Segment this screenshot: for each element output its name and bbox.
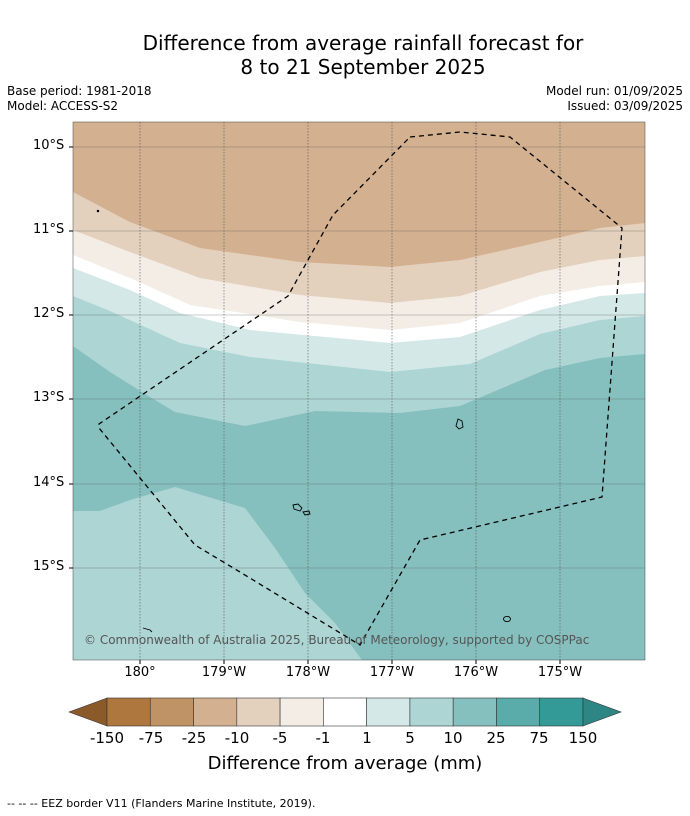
lat-label-12s: 12°S	[33, 306, 65, 321]
colorbar-swatch	[279, 697, 324, 727]
band-5-to-10-south	[73, 487, 362, 660]
title-line-2: 8 to 21 September 2025	[240, 55, 486, 79]
island-cluster-west	[292, 503, 303, 512]
copyright-notice: © Commonwealth of Australia 2025, Bureau…	[84, 633, 590, 647]
base-period: Base period: 1981-2018	[7, 84, 152, 98]
lon-label-178w: 178°W	[285, 665, 331, 680]
grid-lines	[73, 122, 645, 660]
colorbar-swatch	[539, 697, 584, 727]
lat-label-15s: 15°S	[33, 559, 65, 574]
title-line-1: Difference from average rainfall forecas…	[142, 31, 584, 55]
colorbar-swatch	[323, 697, 367, 727]
lon-label-176w: 176°W	[453, 665, 499, 680]
colorbar-label: -150	[89, 729, 125, 747]
lat-label-14s: 14°S	[33, 475, 65, 490]
colorbar-label: 10	[443, 729, 463, 747]
colorbar-swatch	[193, 697, 238, 727]
colorbar-swatch	[149, 697, 194, 727]
island-northwest	[96, 209, 100, 213]
colorbar-swatch	[236, 697, 281, 727]
colorbar-label: -25	[181, 729, 207, 747]
colorbar-swatch	[409, 697, 454, 727]
colorbar	[68, 697, 622, 727]
colorbar-label: 25	[486, 729, 506, 747]
meta-right: Model run: 01/09/2025 Issued: 03/09/2025	[546, 84, 683, 114]
model-run: Model run: 01/09/2025	[545, 84, 683, 98]
colorbar-title: Difference from average (mm)	[207, 753, 483, 774]
lon-label-180: 180°	[124, 665, 156, 680]
map-border	[72, 121, 646, 661]
colorbar-label: -5	[272, 729, 288, 747]
colorbar-label: 5	[405, 729, 415, 747]
colorbar-swatch	[496, 697, 541, 727]
eez-border	[98, 131, 623, 646]
lon-label-179w: 179°W	[201, 665, 247, 680]
island-southwest	[142, 627, 153, 633]
lon-label-175w: 175°W	[537, 665, 583, 680]
colorbar-label: -75	[138, 729, 164, 747]
lat-label-13s: 13°S	[33, 390, 65, 405]
map-title: Difference from average rainfall forecas…	[0, 31, 690, 79]
colorbar-label: 1	[362, 729, 372, 747]
colorbar-swatch	[452, 697, 497, 727]
colorbar-arrow-high	[582, 697, 622, 727]
island-cluster-west-small	[302, 510, 311, 516]
lon-label-177w: 177°W	[369, 665, 415, 680]
colorbar-arrow-low	[68, 697, 108, 727]
issued-date: Issued: 03/09/2025	[567, 99, 683, 113]
colorbar-label: 75	[529, 729, 549, 747]
islands	[96, 209, 511, 633]
lon-ticks	[139, 660, 561, 664]
colorbar-label: -10	[224, 729, 250, 747]
lat-label-11s: 11°S	[33, 222, 65, 237]
eez-footnote: -- -- -- EEZ border V11 (Flanders Marine…	[7, 797, 316, 810]
colorbar-swatch	[366, 697, 411, 727]
lat-ticks	[69, 146, 73, 569]
colorbar-label: -1	[315, 729, 331, 747]
map-frame	[73, 122, 645, 660]
island-northeast	[455, 418, 464, 430]
colorbar-label: 150	[568, 729, 598, 747]
colorbar-swatch	[106, 697, 151, 727]
model-name: Model: ACCESS-S2	[7, 99, 119, 113]
lat-label-10s: 10°S	[33, 138, 65, 153]
meta-left: Base period: 1981-2018 Model: ACCESS-S2	[7, 84, 152, 114]
island-southeast	[503, 615, 511, 623]
